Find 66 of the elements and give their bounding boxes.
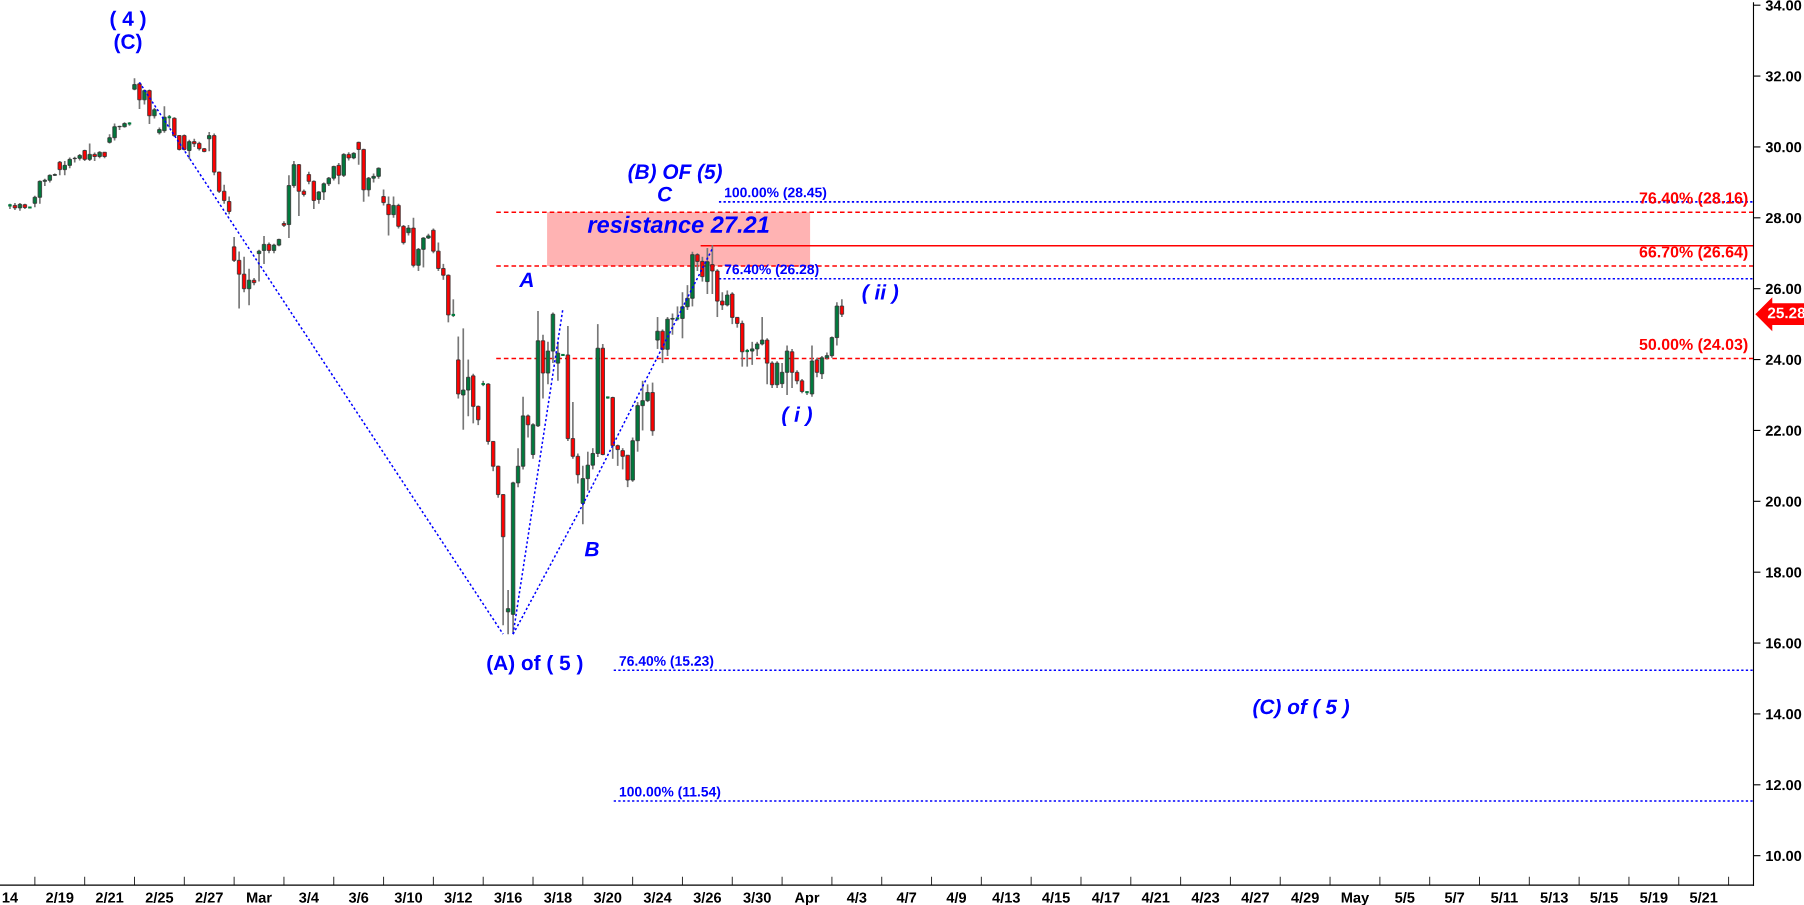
ref-line-label: 100.00% (28.45) [725, 187, 827, 201]
x-tick-label: 3/20 [593, 892, 622, 903]
ref-line-label: 76.40% (15.23) [619, 655, 714, 669]
x-tick-label: 5/21 [1689, 892, 1718, 903]
x-tick-label: 4/9 [946, 892, 967, 903]
y-tick-label: 18.00 [1766, 567, 1802, 578]
x-tick-label: 3/30 [743, 892, 771, 903]
x-tick-label: May [1341, 892, 1370, 905]
x-tick-label: 5/19 [1640, 892, 1668, 903]
ref-line-label: 100.00% (11.54) [619, 786, 721, 800]
y-tick-label: 34.00 [1765, 0, 1802, 11]
ref-line-label: 76.40% (26.28) [724, 264, 819, 277]
x-tick-label: Apr [794, 892, 820, 905]
x-tick-label: 14 [2, 892, 18, 903]
x-tick-label: 3/18 [544, 892, 572, 903]
x-tick-label: 2/19 [46, 892, 74, 903]
y-tick-label: 12.00 [1766, 779, 1802, 791]
ref-line-label: 76.40% (28.16) [1639, 191, 1748, 207]
x-tick-label: 5/15 [1590, 892, 1618, 903]
x-tick-label: Mar [247, 892, 272, 903]
annotation: ( 4 ) [110, 10, 146, 31]
x-tick-label: 4/3 [846, 892, 867, 903]
annotation: ( ii ) [862, 284, 899, 304]
x-tick-label: 2/27 [195, 892, 223, 903]
x-tick-label: 3/16 [494, 892, 522, 903]
x-tick-label: 3/10 [394, 892, 423, 903]
ref-line-label: 50.00% (24.03) [1639, 338, 1748, 354]
annotation: (C) [114, 33, 142, 54]
annotation: C [658, 186, 673, 202]
x-tick-label: 5/5 [1395, 892, 1415, 903]
annotation: (C) of ( 5 ) [1253, 698, 1350, 719]
x-tick-label: 2/21 [95, 892, 124, 903]
annotation: (B) OF (5) [628, 163, 722, 184]
x-tick-label: 3/12 [444, 892, 472, 903]
y-tick-label: 10.00 [1766, 850, 1802, 862]
x-tick-label: 4/23 [1191, 892, 1220, 903]
x-tick-label: 4/21 [1141, 892, 1170, 903]
y-tick-label: 22.00 [1765, 425, 1802, 436]
y-tick-label: 26.00 [1765, 283, 1802, 295]
y-tick-label: 20.00 [1765, 496, 1802, 507]
y-tick-label: 14.00 [1766, 709, 1802, 720]
x-tick-label: 4/17 [1091, 892, 1120, 903]
x-tick-label: 3/24 [643, 892, 672, 903]
x-tick-label: 4/27 [1241, 892, 1269, 903]
x-tick-label: 4/13 [992, 892, 1020, 903]
y-tick-label: 24.00 [1765, 354, 1802, 365]
annotation: (A) of ( 5 ) [487, 654, 583, 675]
x-tick-label: 3/6 [348, 892, 369, 903]
x-tick-label: 5/11 [1491, 892, 1518, 903]
ref-line-label: 66.70% (26.64) [1639, 245, 1748, 261]
y-tick-label: 32.00 [1765, 71, 1802, 82]
x-tick-label: 4/15 [1042, 892, 1070, 903]
annotation: ( i ) [782, 406, 812, 426]
x-tick-label: 3/26 [693, 892, 722, 903]
annotation: A [518, 272, 533, 287]
x-tick-label: 4/7 [896, 892, 917, 903]
x-tick-label: 4/29 [1291, 892, 1319, 903]
x-tick-label: 5/13 [1540, 892, 1568, 903]
y-tick-label: 28.00 [1765, 212, 1802, 224]
x-tick-label: 2/25 [145, 892, 174, 903]
y-tick-label: 30.00 [1765, 142, 1802, 153]
x-tick-label: 3/4 [299, 892, 319, 903]
y-tick-label: 16.00 [1766, 638, 1802, 649]
annotation: B [584, 541, 599, 557]
x-tick-label: 5/7 [1444, 892, 1465, 903]
band-label: resistance 27.21 [587, 215, 769, 234]
